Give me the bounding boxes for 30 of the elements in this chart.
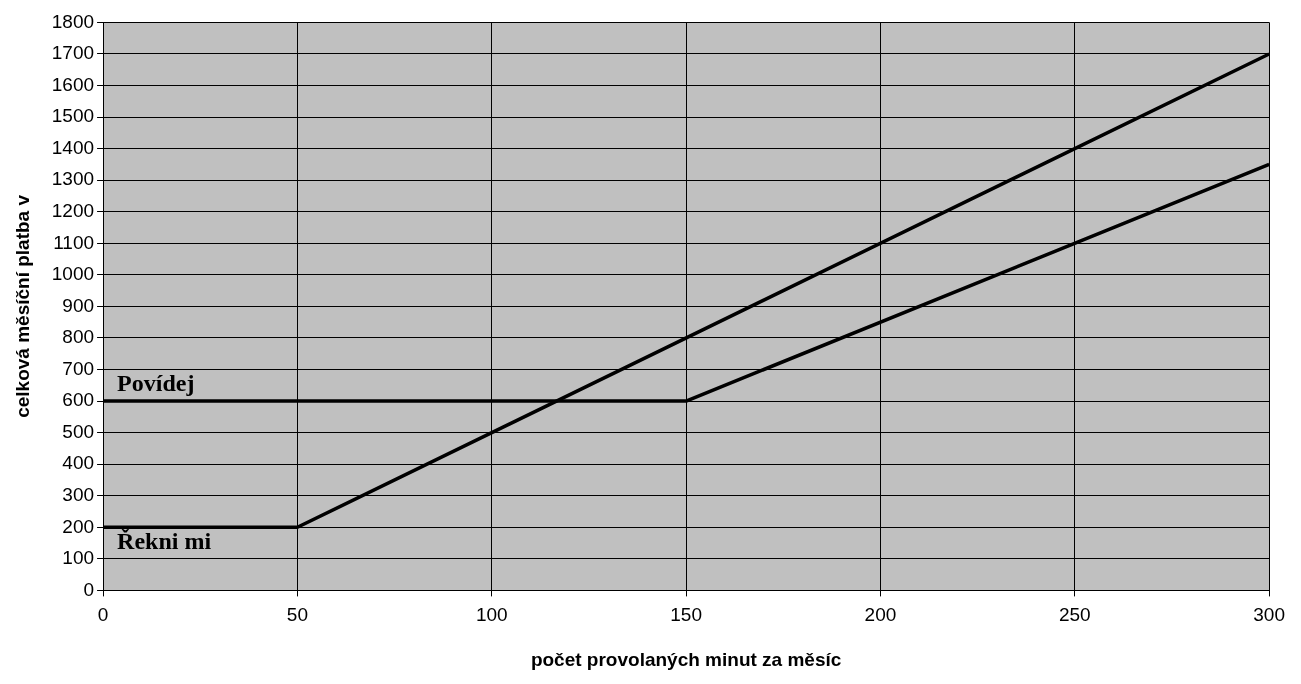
y-tick-label: 0 [83,578,95,600]
x-tick-label: 50 [286,604,308,626]
y-tick-label: 400 [62,452,95,474]
y-tick-label: 1700 [51,42,95,64]
y-tick-label: 900 [62,294,95,316]
y-axis-title: celková měsíční platba v [11,194,33,418]
x-tick-label: 100 [475,604,508,626]
series-label: Řekni mi [117,528,212,555]
x-axis-title: počet provolaných minut za měsíc [530,648,842,670]
x-tick-label: 300 [1253,604,1285,626]
y-tick-label: 500 [62,420,95,442]
y-tick-label: 800 [62,326,95,348]
y-tick-label: 1200 [51,199,95,221]
y-tick-label: 1600 [51,73,95,95]
x-tick-label: 250 [1058,604,1091,626]
x-tick-label: 0 [97,604,109,626]
y-tick-label: 600 [62,389,95,411]
y-tick-label: 300 [62,483,95,505]
y-tick-label: 200 [62,515,95,537]
y-tick-label: 100 [62,547,95,569]
y-tick-label: 1400 [51,136,95,158]
x-tick-label: 150 [670,604,702,626]
series-label: Povídej [117,370,195,397]
y-tick-label: 700 [62,357,95,379]
y-tick-label: 1500 [51,105,95,127]
y-tick-label: 1000 [51,263,95,285]
y-tick-label: 1100 [53,231,95,253]
y-tick-label: 1300 [51,168,95,190]
y-tick-label: 1800 [51,10,95,32]
x-tick-label: 200 [864,604,897,626]
